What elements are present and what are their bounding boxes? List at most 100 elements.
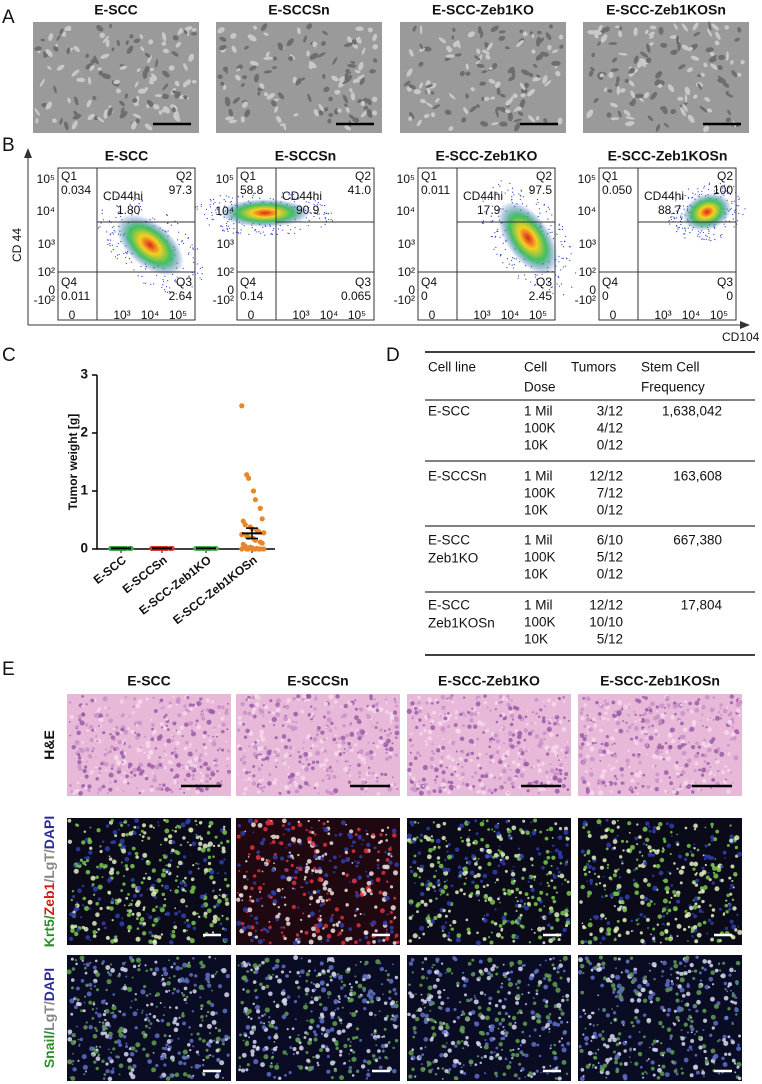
nucleus	[419, 755, 421, 757]
nucleus	[248, 932, 253, 937]
nucleus	[650, 701, 655, 706]
nucleus	[308, 891, 310, 893]
nucleus	[713, 837, 717, 841]
nucleus	[599, 717, 601, 719]
event-dot	[110, 245, 111, 246]
nucleus	[651, 725, 654, 728]
event-dot	[183, 243, 184, 244]
event-dot	[734, 226, 735, 227]
nucleus	[444, 859, 446, 861]
nucleus	[270, 835, 272, 837]
nucleus	[566, 837, 570, 841]
nucleus	[189, 743, 192, 746]
nucleus	[527, 789, 530, 792]
nucleus	[517, 741, 521, 745]
nucleus	[412, 915, 414, 917]
event-dot	[505, 249, 506, 250]
nucleus	[109, 773, 114, 778]
nucleus	[71, 899, 73, 901]
nucleus	[476, 757, 479, 760]
event-dot	[278, 228, 279, 229]
nucleus	[175, 774, 180, 779]
phase-image	[583, 21, 749, 133]
nucleus	[463, 696, 465, 698]
nucleus	[565, 843, 568, 846]
nucleus	[471, 752, 474, 755]
nucleus	[263, 883, 265, 885]
nucleus	[274, 758, 277, 761]
nucleus	[196, 768, 198, 770]
nucleus	[389, 920, 392, 923]
nucleus	[418, 783, 420, 785]
nucleus	[218, 725, 220, 727]
nucleus	[120, 824, 123, 827]
event-dot	[713, 234, 714, 235]
nucleus	[178, 886, 180, 888]
nucleus	[614, 938, 617, 941]
nucleus	[714, 774, 716, 776]
nucleus	[692, 720, 697, 725]
nucleus	[158, 702, 160, 704]
nucleus	[267, 781, 272, 786]
nucleus	[281, 931, 284, 934]
nucleus	[673, 862, 676, 865]
nucleus	[253, 752, 257, 756]
event-dot	[177, 223, 178, 224]
nucleus	[392, 833, 396, 837]
nucleus	[685, 853, 689, 857]
event-dot	[224, 199, 225, 200]
nucleus	[121, 917, 123, 919]
nucleus	[677, 935, 679, 937]
nucleus	[433, 789, 437, 793]
nucleus	[543, 731, 547, 735]
nucleus	[420, 892, 424, 896]
x-tick-label: 10³	[654, 308, 671, 322]
nucleus	[213, 726, 216, 729]
nucleus	[155, 923, 157, 925]
nucleus	[390, 853, 393, 856]
nucleus	[586, 717, 590, 721]
nucleus	[459, 713, 462, 716]
nucleus	[519, 891, 522, 894]
nucleus	[683, 928, 686, 931]
event-dot	[237, 232, 238, 233]
x-tick-label: 10⁵	[348, 308, 366, 322]
gate-value: 90.9	[296, 203, 320, 217]
event-dot	[683, 233, 684, 234]
nucleus	[697, 896, 700, 899]
nucleus	[730, 865, 734, 869]
nucleus	[336, 760, 338, 762]
nucleus	[610, 791, 612, 793]
row-label-part: DAPI	[41, 816, 57, 849]
nucleus	[676, 868, 678, 870]
nucleus	[519, 748, 523, 752]
nucleus	[99, 850, 102, 853]
event-dot	[193, 257, 194, 258]
nucleus	[90, 939, 92, 941]
nucleus	[534, 780, 538, 784]
nucleus	[184, 765, 189, 770]
nucleus	[712, 881, 715, 884]
nucleus	[520, 914, 523, 917]
nucleus	[680, 722, 684, 726]
nucleus	[471, 854, 476, 859]
gate-label: Q4	[421, 275, 437, 289]
nucleus	[335, 742, 337, 744]
nucleus	[680, 711, 685, 716]
nucleus	[467, 928, 471, 932]
nucleus	[519, 854, 524, 859]
event-dot	[483, 223, 484, 224]
nucleus	[73, 864, 76, 867]
nucleus	[684, 763, 688, 767]
event-dot	[734, 212, 735, 213]
nucleus	[660, 713, 665, 718]
event-dot	[272, 230, 273, 231]
nucleus	[412, 716, 414, 718]
nucleus	[355, 891, 357, 893]
nucleus	[294, 726, 298, 730]
nucleus	[214, 763, 218, 767]
nucleus	[182, 888, 185, 891]
nucleus	[628, 725, 632, 729]
nucleus	[579, 745, 584, 750]
nucleus	[447, 725, 450, 728]
